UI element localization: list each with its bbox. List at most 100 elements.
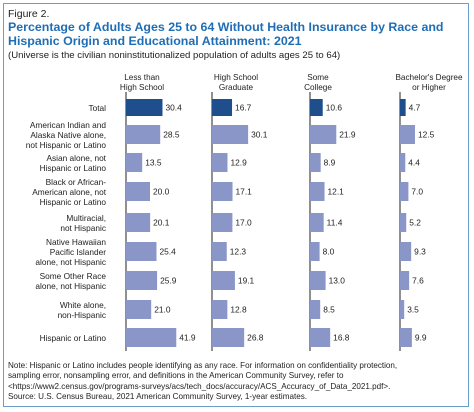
figure-frame (3, 3, 469, 407)
bar-value-label: 8.9 (324, 158, 336, 168)
column-header: Some College (268, 73, 368, 93)
bar (310, 99, 323, 116)
column-header-line: or Higher (412, 83, 446, 92)
chart-notes: Note: Hispanic or Latino includes people… (8, 361, 466, 402)
row-label-line: Some Other Race (39, 270, 106, 281)
row-label: White alone, non-Hispanic (6, 300, 106, 320)
bar (212, 153, 228, 172)
row-label-line: Multiracial, (66, 212, 106, 223)
row-label-line: alone, not Hispanic (35, 256, 106, 267)
column-header-line: College (304, 83, 332, 92)
row-label-line: not Hispanic or Latino (25, 139, 106, 150)
row-label: Black or African- American alone, not Hisp… (6, 177, 106, 207)
bar-value-label: 26.8 (247, 333, 264, 343)
bar-value-label: 30.1 (251, 130, 268, 140)
row-label-line: White alone, (59, 299, 106, 310)
row-label-line: Black or African- (45, 176, 106, 187)
bar-value-label: 4.7 (409, 103, 421, 113)
column-header: High School Graduate (186, 73, 286, 93)
bar (310, 153, 321, 172)
bar-value-label: 13.0 (329, 276, 346, 286)
bar-value-label: 20.1 (153, 218, 170, 228)
row-label-line: American alone, not (32, 186, 106, 197)
bar-value-label: 16.7 (235, 103, 252, 113)
bar (212, 182, 233, 201)
bar (310, 300, 321, 319)
row-label: Hispanic or Latino (6, 333, 106, 343)
row-label-line: not Hispanic (60, 222, 106, 233)
bar-value-label: 12.8 (230, 305, 247, 315)
bar-value-label: 9.9 (415, 333, 427, 343)
bar (310, 328, 331, 347)
column-header-line: Some (307, 73, 329, 82)
bar-value-label: 11.4 (327, 218, 343, 228)
bar (126, 125, 161, 144)
bar-value-label: 17.1 (236, 187, 253, 197)
bar (310, 213, 324, 232)
bar-value-label: 41.9 (179, 333, 196, 343)
bar (126, 182, 150, 201)
bar (126, 99, 163, 116)
bar-value-label: 9.3 (414, 247, 426, 257)
bar (212, 328, 245, 347)
bar-value-label: 7.0 (411, 187, 423, 197)
column-header-line: High School (119, 83, 165, 92)
note-line: sampling error, nonsampling error, and d… (8, 371, 344, 381)
row-label-line: American Indian and (29, 119, 106, 130)
bar-value-label: 8.5 (323, 305, 335, 315)
bar (310, 271, 326, 290)
bar (126, 213, 151, 232)
bar (212, 300, 228, 319)
column-header: Less than High School (92, 73, 192, 93)
column-header-line: High School (213, 73, 259, 82)
bar (126, 153, 143, 172)
chart-title: Percentage of Adults Ages 25 to 64 Witho… (8, 20, 444, 48)
row-label-line: Alaska Native alone, (30, 129, 106, 140)
row-label: Some Other Race alone, not Hispanic (6, 271, 106, 291)
column-header-line: Bachelor's Degree (395, 73, 463, 82)
bar (400, 300, 405, 319)
bar (212, 242, 227, 261)
row-label-line: non-Hispanic (57, 309, 106, 320)
bar (126, 242, 157, 261)
bar-value-label: 12.9 (230, 158, 247, 168)
row-label-line: Hispanic or Latino (39, 196, 106, 207)
bar (400, 242, 412, 261)
bar-value-label: 21.0 (154, 305, 171, 315)
row-label: Total (6, 103, 106, 113)
bar-value-label: 17.0 (235, 218, 252, 228)
bar (400, 213, 407, 232)
bar (400, 99, 406, 116)
bar-value-label: 13.5 (145, 158, 162, 168)
bar (400, 153, 406, 172)
bar (126, 300, 152, 319)
row-label: American Indian and Alaska Native alone, n… (6, 120, 106, 150)
column-header-line: Less than (124, 73, 160, 82)
bar-value-label: 5.2 (409, 218, 421, 228)
bar-value-label: 8.0 (323, 247, 335, 257)
bar (310, 125, 337, 144)
row-label-line: alone, not Hispanic (35, 280, 106, 291)
bar (400, 125, 415, 144)
row-label-line: Total (88, 102, 106, 113)
bar-value-label: 21.9 (339, 130, 356, 140)
note-line: <https://www2.census.gov/programs-survey… (8, 381, 391, 391)
row-label-line: Hispanic or Latino (39, 332, 106, 343)
column-header: Bachelor's Degree or Higher (379, 73, 474, 93)
bar-value-label: 16.8 (333, 333, 350, 343)
row-label: Multiracial, not Hispanic (6, 213, 106, 233)
row-label-line: Native Hawaiian (46, 236, 106, 247)
bar (212, 271, 235, 290)
bar (400, 328, 412, 347)
bar-value-label: 10.6 (326, 103, 343, 113)
chart-subtitle: (Universe is the civilian noninstitution… (8, 50, 341, 61)
bar (126, 271, 158, 290)
bar-value-label: 20.0 (153, 187, 170, 197)
bar-value-label: 4.4 (408, 158, 420, 168)
bar (212, 125, 249, 144)
bar (310, 242, 320, 261)
bar-value-label: 12.5 (418, 130, 435, 140)
row-label: Asian alone, not Hispanic or Latino (6, 153, 106, 173)
bar (212, 213, 233, 232)
